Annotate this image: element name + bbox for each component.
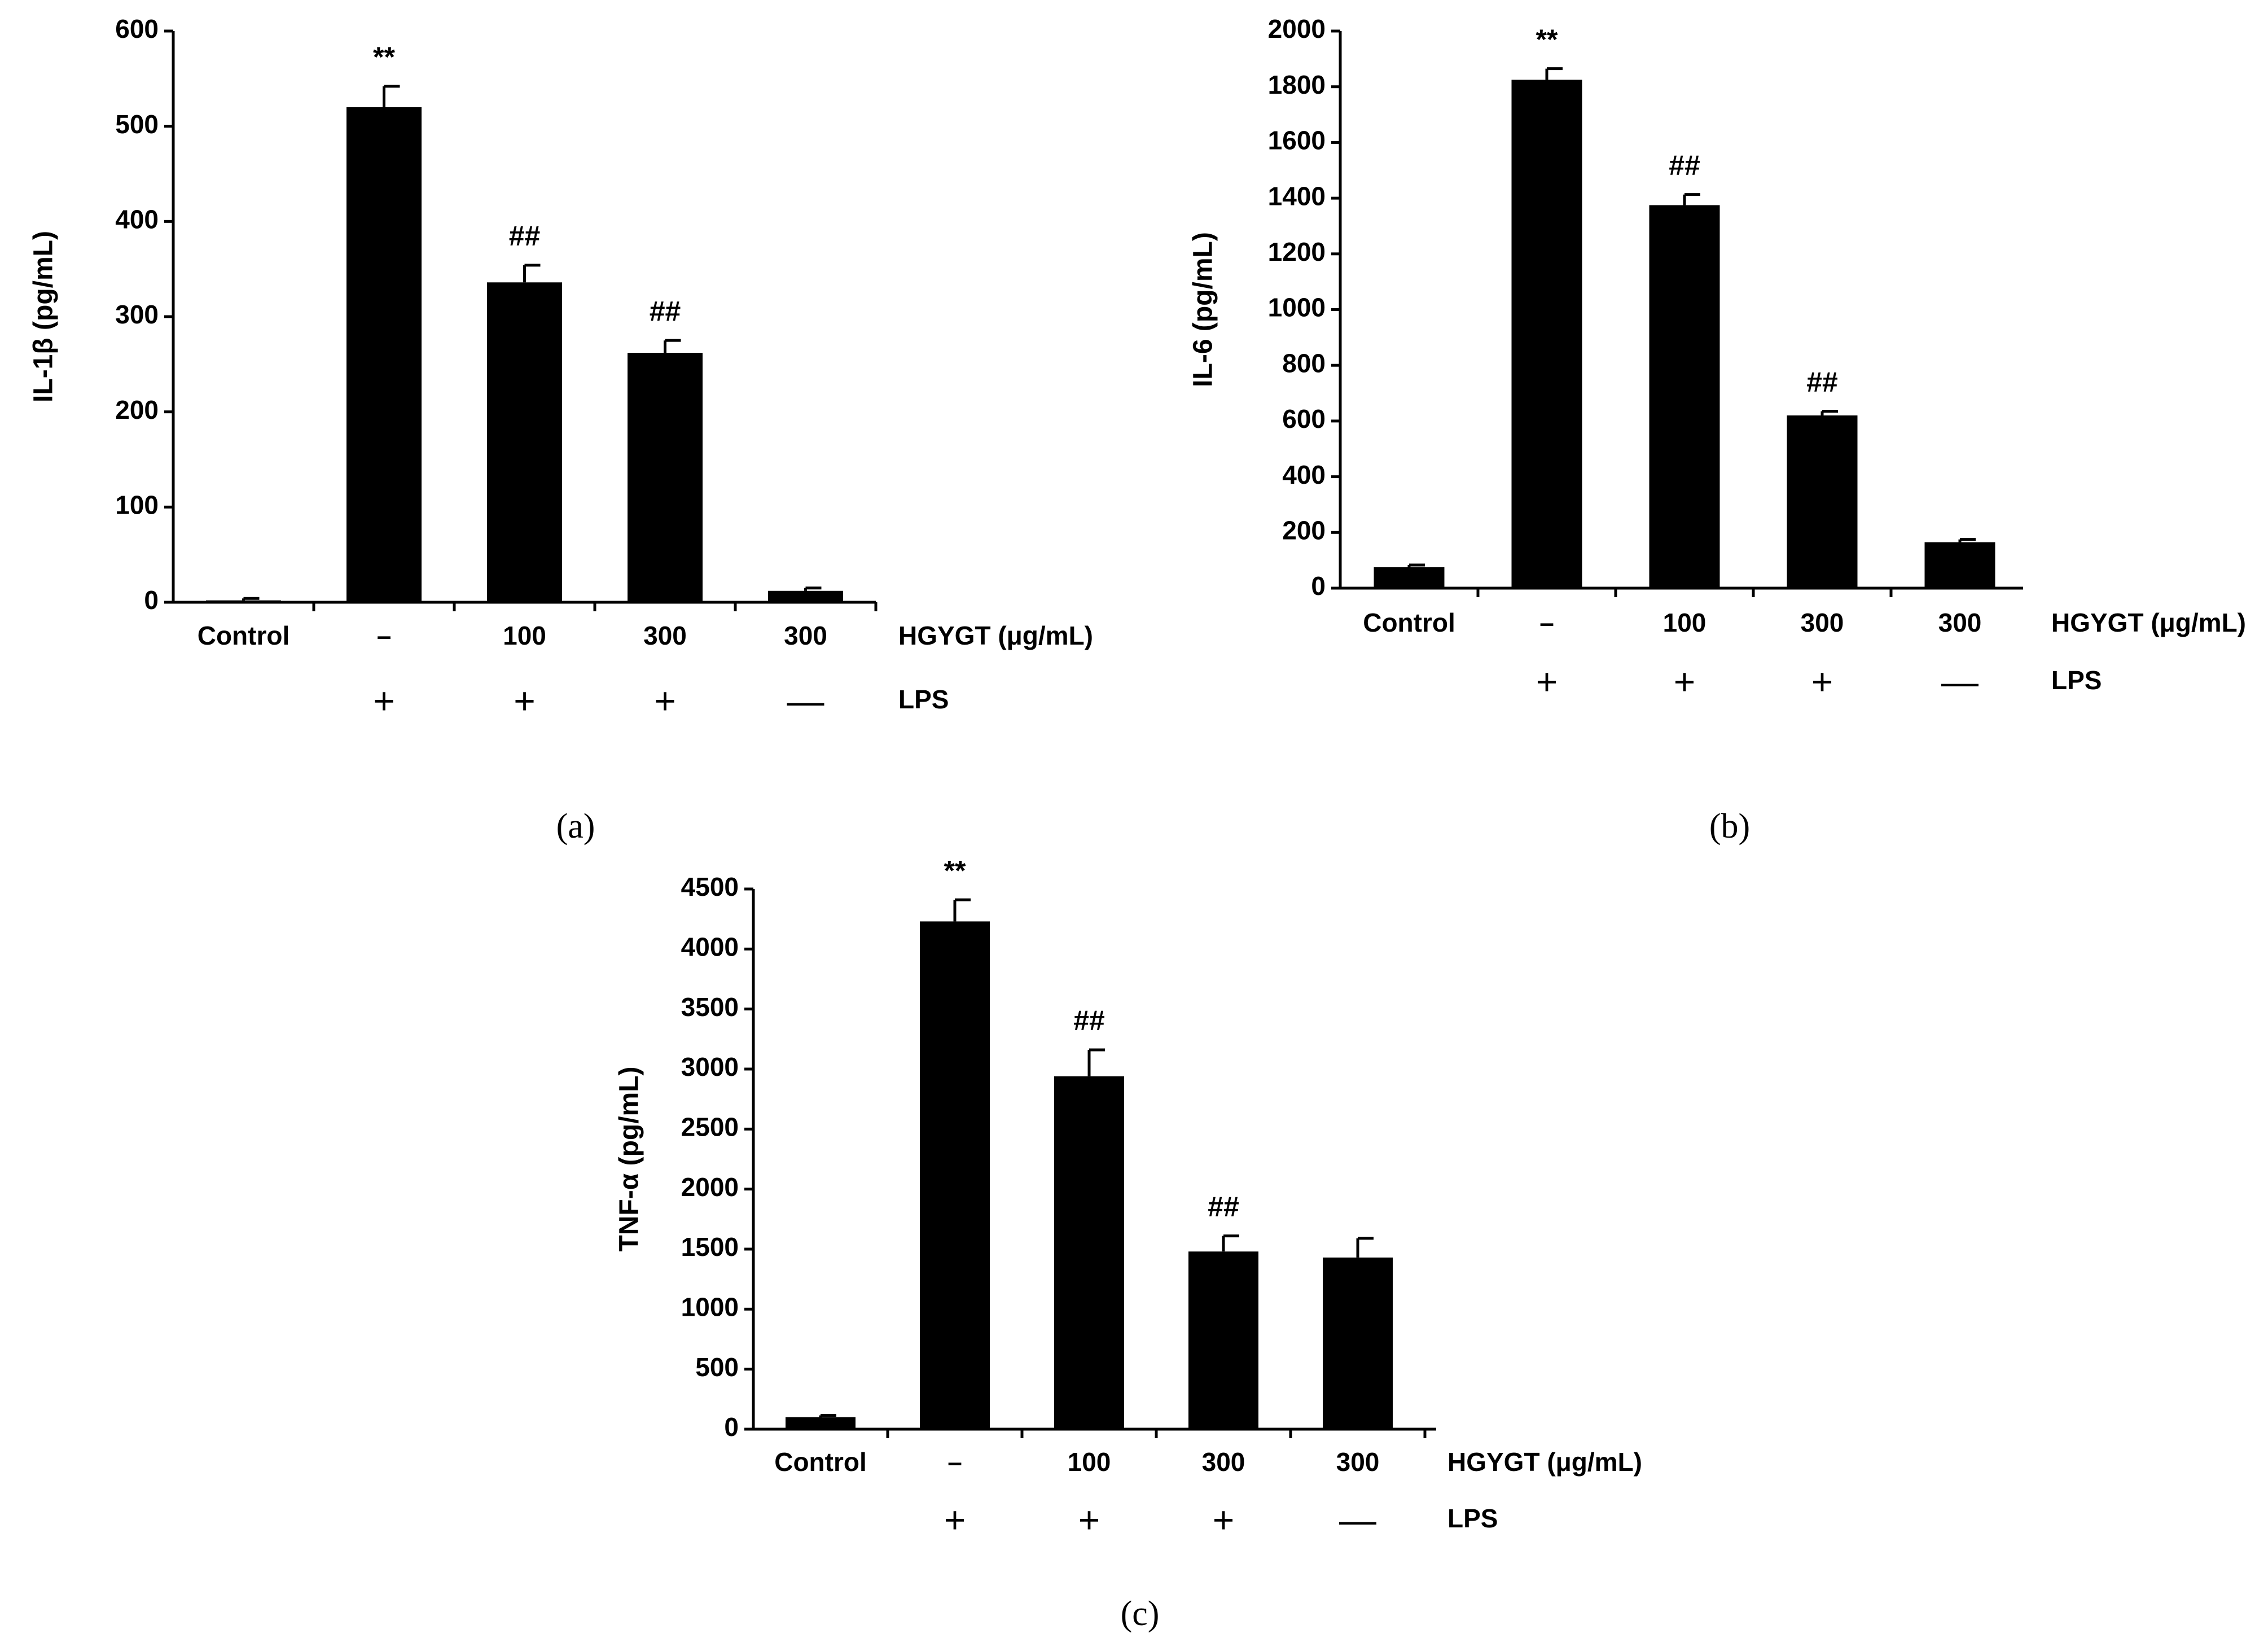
y-tick-label: 400 (115, 204, 159, 234)
bar (1649, 205, 1720, 588)
category-label: 300 (1938, 608, 1982, 637)
bar (1188, 1251, 1258, 1429)
y-tick-label: 400 (1282, 460, 1326, 489)
lps-mark: — (1339, 1499, 1376, 1540)
bar (1924, 542, 1995, 588)
significance-label: ## (1669, 150, 1700, 181)
y-axis-label: IL-1β (pg/mL) (29, 231, 59, 402)
lps-mark: + (1811, 660, 1833, 702)
lps-mark: + (1674, 660, 1696, 702)
y-tick-label: 1500 (681, 1232, 739, 1262)
significance-label: ## (509, 220, 541, 252)
significance-label: ## (1073, 1005, 1105, 1036)
lps-mark: + (373, 680, 395, 721)
bar (487, 282, 562, 602)
y-tick-label: 200 (1282, 515, 1326, 545)
category-label: 300 (1336, 1447, 1380, 1477)
lps-mark: + (654, 680, 676, 721)
bar (920, 921, 990, 1429)
lps-mark: — (787, 680, 824, 721)
y-tick-label: 1000 (1268, 293, 1326, 322)
hgygt-label: HGYGT (μg/mL) (1447, 1447, 1642, 1477)
bar (206, 600, 281, 602)
y-tick-label: 2500 (681, 1112, 739, 1141)
chart-panel-b: 0 200 400 600 800 1000 1200 1400 1600 1800 2000 IL-… (1188, 14, 2246, 846)
category-label: – (947, 1447, 962, 1477)
significance-label: ** (944, 855, 966, 886)
panel-label: (b) (1709, 807, 1750, 846)
category-label: Control (774, 1447, 867, 1477)
y-tick-label: 3500 (681, 992, 739, 1022)
y-tick-label: 600 (1282, 404, 1326, 433)
category-label: 300 (1801, 608, 1844, 637)
significance-label: ## (650, 295, 681, 327)
hgygt-label: HGYGT (μg/mL) (898, 621, 1093, 650)
bar (1374, 567, 1445, 588)
y-tick-label: 1600 (1268, 126, 1326, 155)
y-tick-label: 600 (115, 14, 159, 43)
y-tick-label: 1400 (1268, 181, 1326, 211)
hgygt-label: HGYGT (μg/mL) (2051, 608, 2246, 637)
panel-label: (c) (1121, 1595, 1160, 1633)
significance-label: ** (373, 41, 395, 73)
lps-mark: + (944, 1499, 966, 1540)
category-label: Control (1363, 608, 1455, 637)
lps-mark: + (1078, 1499, 1100, 1540)
significance-label: ## (1208, 1191, 1239, 1223)
significance-label: ## (1806, 366, 1838, 398)
y-tick-label: 4500 (681, 872, 739, 901)
y-tick-label: 1000 (681, 1292, 739, 1321)
category-label: – (1539, 608, 1554, 637)
y-tick-label: 0 (1311, 571, 1326, 601)
y-tick-label: 0 (724, 1412, 739, 1442)
bar (628, 353, 703, 602)
y-tick-label: 500 (695, 1352, 739, 1382)
y-tick-label: 300 (115, 300, 159, 329)
y-tick-label: 1800 (1268, 70, 1326, 99)
lps-mark: + (1536, 660, 1558, 702)
y-tick-label: 2000 (681, 1172, 739, 1202)
category-label: 300 (1202, 1447, 1245, 1477)
category-label: 300 (784, 621, 827, 650)
category-label: – (377, 621, 392, 650)
lps-mark: + (514, 680, 536, 721)
panel-label: (a) (556, 807, 595, 846)
chart-panel-a: 0 100 200 300 400 500 600 IL-1β (pg/mL) Control *… (29, 14, 1093, 846)
category-label: 300 (643, 621, 687, 650)
bar (1787, 415, 1858, 588)
y-tick-label: 4000 (681, 932, 739, 961)
y-tick-label: 3000 (681, 1052, 739, 1081)
y-tick-label: 0 (144, 585, 159, 615)
bar (1323, 1257, 1393, 1429)
significance-label: ** (1536, 24, 1558, 55)
lps-label: LPS (898, 685, 949, 714)
category-label: 100 (503, 621, 546, 650)
y-axis-label: TNF-α (pg/mL) (615, 1066, 644, 1251)
y-tick-label: 100 (115, 490, 159, 519)
bar (1054, 1076, 1124, 1429)
y-tick-label: 2000 (1268, 14, 1326, 43)
category-label: Control (198, 621, 290, 650)
category-label: 100 (1068, 1447, 1111, 1477)
chart-panel-c: 0 500 1000 1500 2000 2500 3000 3500 4000 4500 TNF-… (615, 855, 1642, 1633)
lps-mark: — (1941, 660, 1979, 702)
category-label: 100 (1663, 608, 1707, 637)
lps-label: LPS (2051, 665, 2102, 695)
y-tick-label: 800 (1282, 348, 1326, 378)
y-tick-label: 1200 (1268, 237, 1326, 266)
bar (346, 107, 422, 602)
lps-mark: + (1213, 1499, 1235, 1540)
y-axis-label: IL-6 (pg/mL) (1188, 232, 1218, 387)
y-tick-label: 500 (115, 110, 159, 139)
bar (786, 1417, 856, 1429)
bar (768, 590, 843, 602)
lps-label: LPS (1447, 1504, 1498, 1533)
y-tick-label: 200 (115, 395, 159, 424)
bar (1511, 80, 1582, 589)
